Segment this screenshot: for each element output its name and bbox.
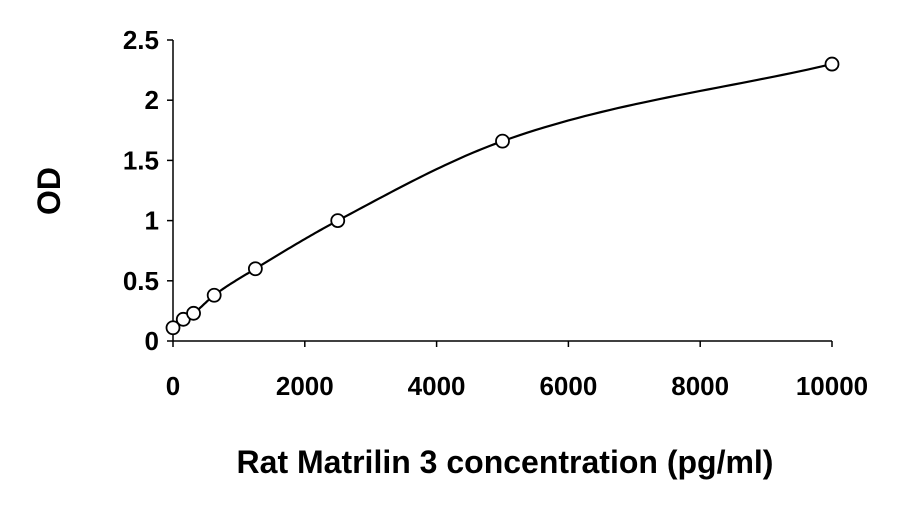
x-tick-label: 10000 bbox=[796, 371, 868, 401]
x-tick-label: 0 bbox=[166, 371, 180, 401]
data-point bbox=[495, 133, 510, 149]
y-axis-ticks: 0 0.5 1 1.5 2 2.5 bbox=[123, 25, 173, 356]
y-tick-label: 1.5 bbox=[123, 145, 159, 175]
y-tick-label: 2 bbox=[145, 85, 159, 115]
x-axis-ticks: 0 2000 4000 6000 8000 10000 bbox=[166, 341, 868, 401]
x-tick-label: 8000 bbox=[671, 371, 729, 401]
y-tick-label: 1 bbox=[145, 206, 159, 236]
data-point bbox=[206, 287, 222, 303]
data-point bbox=[824, 56, 840, 72]
x-tick-label: 2000 bbox=[276, 371, 334, 401]
y-tick-label: 2.5 bbox=[123, 25, 159, 55]
fit-curve-line bbox=[172, 63, 833, 329]
x-axis-title: Rat Matrilin 3 concentration (pg/ml) bbox=[237, 444, 774, 480]
x-tick-label: 4000 bbox=[408, 371, 466, 401]
data-point bbox=[330, 213, 346, 229]
data-point bbox=[165, 320, 181, 336]
plot-area: 0 0.5 1 1.5 2 2.5 0 2000 4000 6000 8000 10000 bbox=[123, 25, 868, 401]
data-point bbox=[186, 305, 201, 321]
data-points bbox=[165, 56, 840, 336]
data-point bbox=[247, 261, 263, 277]
y-tick-label: 0 bbox=[145, 326, 159, 356]
x-tick-label: 6000 bbox=[539, 371, 597, 401]
y-tick-label: 0.5 bbox=[123, 266, 159, 296]
y-axis-title: OD bbox=[31, 167, 67, 215]
